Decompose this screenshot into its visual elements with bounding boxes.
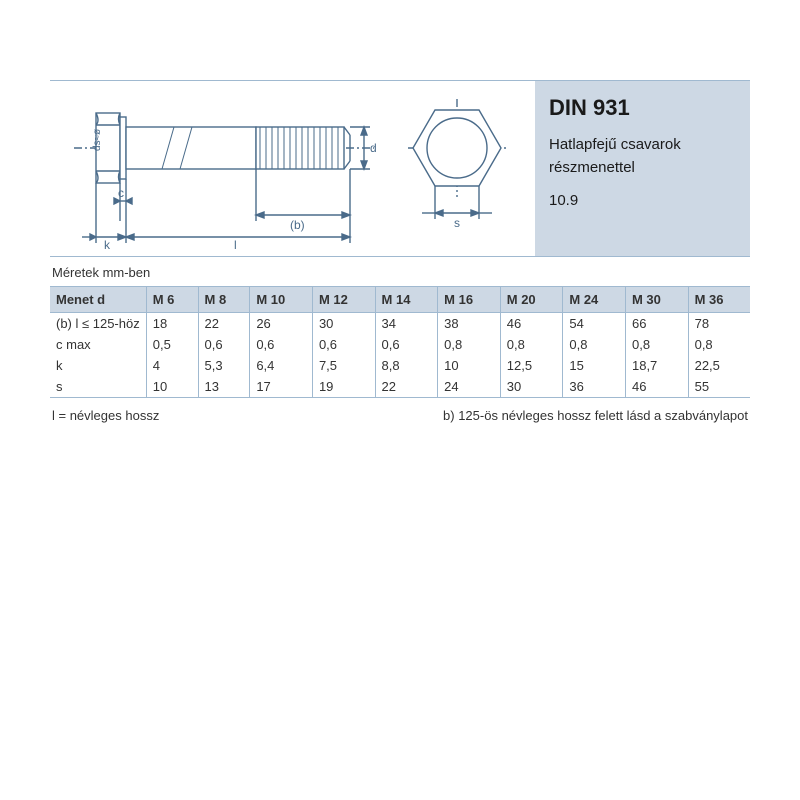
table-cell: 7,5 <box>312 355 375 376</box>
table-cell: 30 <box>312 313 375 335</box>
table-cell: 66 <box>625 313 688 335</box>
table-cell: 22,5 <box>688 355 750 376</box>
table-row: k45,36,47,58,81012,51518,722,5 <box>50 355 750 376</box>
table-cell: 10 <box>146 376 198 398</box>
table-col-header: M 8 <box>198 287 250 313</box>
row-label: s <box>50 376 146 398</box>
header-label: Menet d <box>50 287 146 313</box>
table-cell: 0,8 <box>438 334 501 355</box>
table-cell: 4 <box>146 355 198 376</box>
table-cell: 22 <box>198 313 250 335</box>
table-col-header: M 30 <box>625 287 688 313</box>
table-cell: 18 <box>146 313 198 335</box>
table-cell: 17 <box>250 376 313 398</box>
table-cell: 12,5 <box>500 355 563 376</box>
standard-grade: 10.9 <box>549 192 736 209</box>
table-body: (b) l ≤ 125-höz18222630343846546678c max… <box>50 313 750 398</box>
dim-d-label: d <box>370 141 377 155</box>
table-col-header: M 24 <box>563 287 626 313</box>
table-cell: 13 <box>198 376 250 398</box>
table-col-header: M 36 <box>688 287 750 313</box>
table-cell: 24 <box>438 376 501 398</box>
table-cell: 46 <box>500 313 563 335</box>
table-cell: 0,8 <box>563 334 626 355</box>
table-cell: 54 <box>563 313 626 335</box>
table-cell: 18,7 <box>625 355 688 376</box>
dim-phi-label: ds≈ø <box>92 129 103 151</box>
table-cell: 38 <box>438 313 501 335</box>
units-label: Méretek mm-ben <box>52 265 750 280</box>
table-cell: 78 <box>688 313 750 335</box>
standard-subtitle: Hatlapfejű csavarok részmenettel <box>549 133 736 180</box>
table-row: s10131719222430364655 <box>50 376 750 398</box>
table-cell: 0,8 <box>625 334 688 355</box>
table-col-header: M 20 <box>500 287 563 313</box>
table-cell: 5,3 <box>198 355 250 376</box>
dim-l-label: l <box>234 238 237 252</box>
footnote-right: b) 125-ös névleges hossz felett lásd a s… <box>443 408 748 423</box>
table-cell: 0,8 <box>688 334 750 355</box>
table-cell: 34 <box>375 313 438 335</box>
table-cell: 22 <box>375 376 438 398</box>
table-col-header: M 16 <box>438 287 501 313</box>
dim-s-label: s <box>454 216 460 230</box>
table-cell: 10 <box>438 355 501 376</box>
table-cell: 46 <box>625 376 688 398</box>
table-cell: 30 <box>500 376 563 398</box>
table-col-header: M 12 <box>312 287 375 313</box>
diagram-area: d ds≈ø c <box>50 81 535 256</box>
row-label: k <box>50 355 146 376</box>
table-cell: 0,6 <box>250 334 313 355</box>
table-cell: 0,6 <box>375 334 438 355</box>
table-cell: 19 <box>312 376 375 398</box>
table-cell: 26 <box>250 313 313 335</box>
table-col-header: M 6 <box>146 287 198 313</box>
row-label: c max <box>50 334 146 355</box>
spec-table: Menet d M 6M 8M 10M 12M 14M 16M 20M 24M … <box>50 286 750 398</box>
table-cell: 55 <box>688 376 750 398</box>
top-section: d ds≈ø c <box>50 80 750 257</box>
table-cell: 36 <box>563 376 626 398</box>
bolt-head-diagram: s <box>402 93 512 248</box>
table-cell: 6,4 <box>250 355 313 376</box>
table-cell: 8,8 <box>375 355 438 376</box>
footnotes: l = névleges hossz b) 125-ös névleges ho… <box>50 408 750 423</box>
row-label: (b) l ≤ 125-höz <box>50 313 146 335</box>
dim-b-label: (b) <box>290 218 305 232</box>
table-col-header: M 14 <box>375 287 438 313</box>
table-header-row: Menet d M 6M 8M 10M 12M 14M 16M 20M 24M … <box>50 287 750 313</box>
dim-c-label: c <box>118 186 124 200</box>
datasheet-page: d ds≈ø c <box>50 80 750 423</box>
table-cell: 15 <box>563 355 626 376</box>
table-cell: 0,8 <box>500 334 563 355</box>
info-panel: DIN 931 Hatlapfejű csavarok részmenettel… <box>535 81 750 256</box>
bolt-side-diagram: d ds≈ø c <box>74 93 384 248</box>
standard-title: DIN 931 <box>549 95 736 121</box>
footnote-left: l = névleges hossz <box>52 408 159 423</box>
table-cell: 0,6 <box>312 334 375 355</box>
table-cell: 0,5 <box>146 334 198 355</box>
table-col-header: M 10 <box>250 287 313 313</box>
table-cell: 0,6 <box>198 334 250 355</box>
table-row: c max0,50,60,60,60,60,80,80,80,80,8 <box>50 334 750 355</box>
table-row: (b) l ≤ 125-höz18222630343846546678 <box>50 313 750 335</box>
dim-k-label: k <box>104 238 111 252</box>
